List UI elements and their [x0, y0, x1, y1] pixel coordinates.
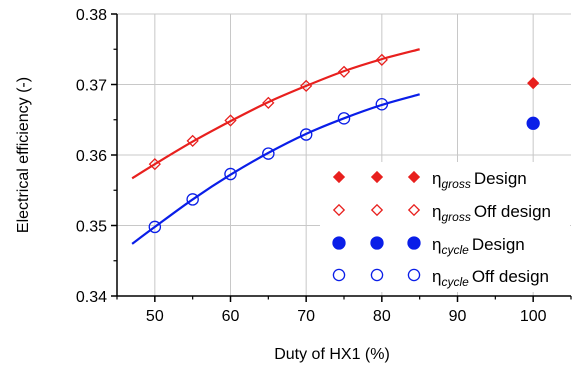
y-tick-label-1: 0.35	[76, 219, 107, 236]
legend: ηgross Design ηgross Off design ηcycle Design…	[320, 162, 570, 292]
y-tick-label-4: 0.38	[76, 7, 107, 24]
data-markers	[148, 53, 540, 234]
marker-s3-4	[299, 128, 313, 141]
x-axis-label: Duty of HX1 (%)	[274, 346, 390, 363]
marker-s1-4	[300, 79, 313, 93]
x-tick-label-100: 100	[520, 308, 547, 325]
legend-marker-0-1	[370, 170, 384, 184]
marker-s1-2	[224, 114, 237, 127]
x-tick-label-70: 70	[297, 308, 315, 325]
fit-lines	[131, 48, 420, 245]
y-tick-label-3: 0.37	[76, 78, 107, 95]
y-axis-label: Electrical efficiency (-)	[15, 77, 32, 233]
x-tick-label-80: 80	[373, 308, 391, 325]
y-tick-label-0: 0.34	[76, 289, 107, 306]
marker-s3-6	[375, 97, 389, 111]
legend-marker-1-0	[332, 203, 346, 217]
fit-line-1	[131, 93, 420, 245]
marker-s0-0	[527, 76, 540, 90]
axes	[111, 13, 572, 302]
marker-s1-1	[186, 134, 199, 148]
marker-s2-0	[526, 116, 540, 130]
x-tick-label-50: 50	[146, 308, 164, 325]
fit-line-0	[131, 48, 420, 180]
x-tick-label-60: 60	[222, 308, 240, 325]
marker-s3-1	[186, 193, 199, 206]
legend-marker-3-0	[332, 268, 346, 282]
marker-s1-6	[375, 53, 388, 66]
legend-marker-2-0	[332, 236, 346, 250]
legend-marker-3-1	[370, 268, 384, 282]
marker-s1-0	[148, 158, 161, 171]
legend-marker-1-2	[407, 203, 421, 217]
marker-s3-2	[224, 167, 237, 181]
legend-box	[320, 162, 570, 292]
legend-entry-1: ηgross Off design	[432, 202, 551, 224]
y-tick-label-2: 0.36	[76, 148, 107, 165]
legend-marker-2-2	[407, 236, 421, 250]
legend-entry-2: ηcycle Design	[432, 235, 525, 257]
marker-s1-5	[337, 65, 351, 78]
legend-marker-0-0	[332, 170, 346, 184]
legend-marker-1-1	[370, 203, 384, 217]
marker-s3-5	[337, 112, 351, 125]
legend-marker-0-2	[407, 170, 421, 184]
legend-marker-3-2	[407, 268, 421, 282]
marker-s3-0	[148, 220, 162, 234]
x-tick-label-90: 90	[449, 308, 467, 325]
marker-s3-3	[262, 147, 275, 160]
legend-entry-3: ηcycle Off design	[432, 267, 549, 289]
marker-s1-3	[262, 96, 275, 109]
tick-labels: 50 60 70 80 90 100 0.34 0.35 0.36 0.37 0.38	[76, 7, 547, 325]
legend-entry-0: ηgross Design	[432, 169, 527, 191]
legend-marker-2-1	[370, 236, 384, 250]
